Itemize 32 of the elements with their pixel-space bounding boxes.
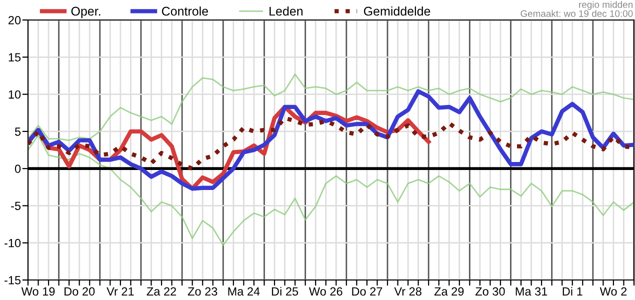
x-tick-label: Di 25 bbox=[272, 286, 298, 296]
y-tick-label: -15 bbox=[4, 276, 21, 284]
line-series bbox=[28, 74, 634, 142]
y-tick-label: 20 bbox=[8, 16, 21, 24]
y-tick-label: 0 bbox=[14, 164, 21, 173]
y-tick-label: 5 bbox=[14, 128, 21, 136]
x-tick-label: Wo 2 bbox=[600, 287, 627, 296]
x-tick-label: Za 29 bbox=[434, 287, 464, 296]
x-tick-label: Vr 28 bbox=[394, 287, 422, 296]
x-tick-label: Za 22 bbox=[146, 287, 176, 296]
x-tick-label: Do 27 bbox=[352, 287, 382, 296]
legend-label: Leden bbox=[270, 6, 303, 16]
x-tick-label: Ma 24 bbox=[228, 287, 260, 296]
x-tick-label: Zo 30 bbox=[475, 287, 505, 296]
x-tick-label: Do 20 bbox=[64, 287, 95, 296]
text: regio midden bbox=[579, 1, 632, 10]
line-series bbox=[28, 89, 634, 191]
legend-label: Controle bbox=[162, 6, 208, 16]
x-tick-label: Vr 21 bbox=[106, 287, 134, 296]
x-tick-label: Di 1 bbox=[562, 286, 582, 296]
x-tick-label: Wo 19 bbox=[21, 287, 55, 296]
legend-label: Oper. bbox=[71, 6, 100, 18]
y-tick-label: 15 bbox=[8, 53, 21, 62]
y-tick-label: -10 bbox=[4, 238, 21, 248]
y-tick-label: -5 bbox=[11, 202, 21, 210]
line-series bbox=[28, 134, 634, 246]
legend-label: Gemiddelde bbox=[364, 6, 430, 16]
x-tick-label: Ma 31 bbox=[516, 287, 548, 296]
x-tick-label: Wo 26 bbox=[308, 287, 342, 296]
y-tick-label: 10 bbox=[8, 90, 21, 99]
text: Gemaakt: wo 19 dec 10:00 bbox=[520, 10, 633, 17]
x-tick-label: Zo 23 bbox=[188, 287, 218, 296]
